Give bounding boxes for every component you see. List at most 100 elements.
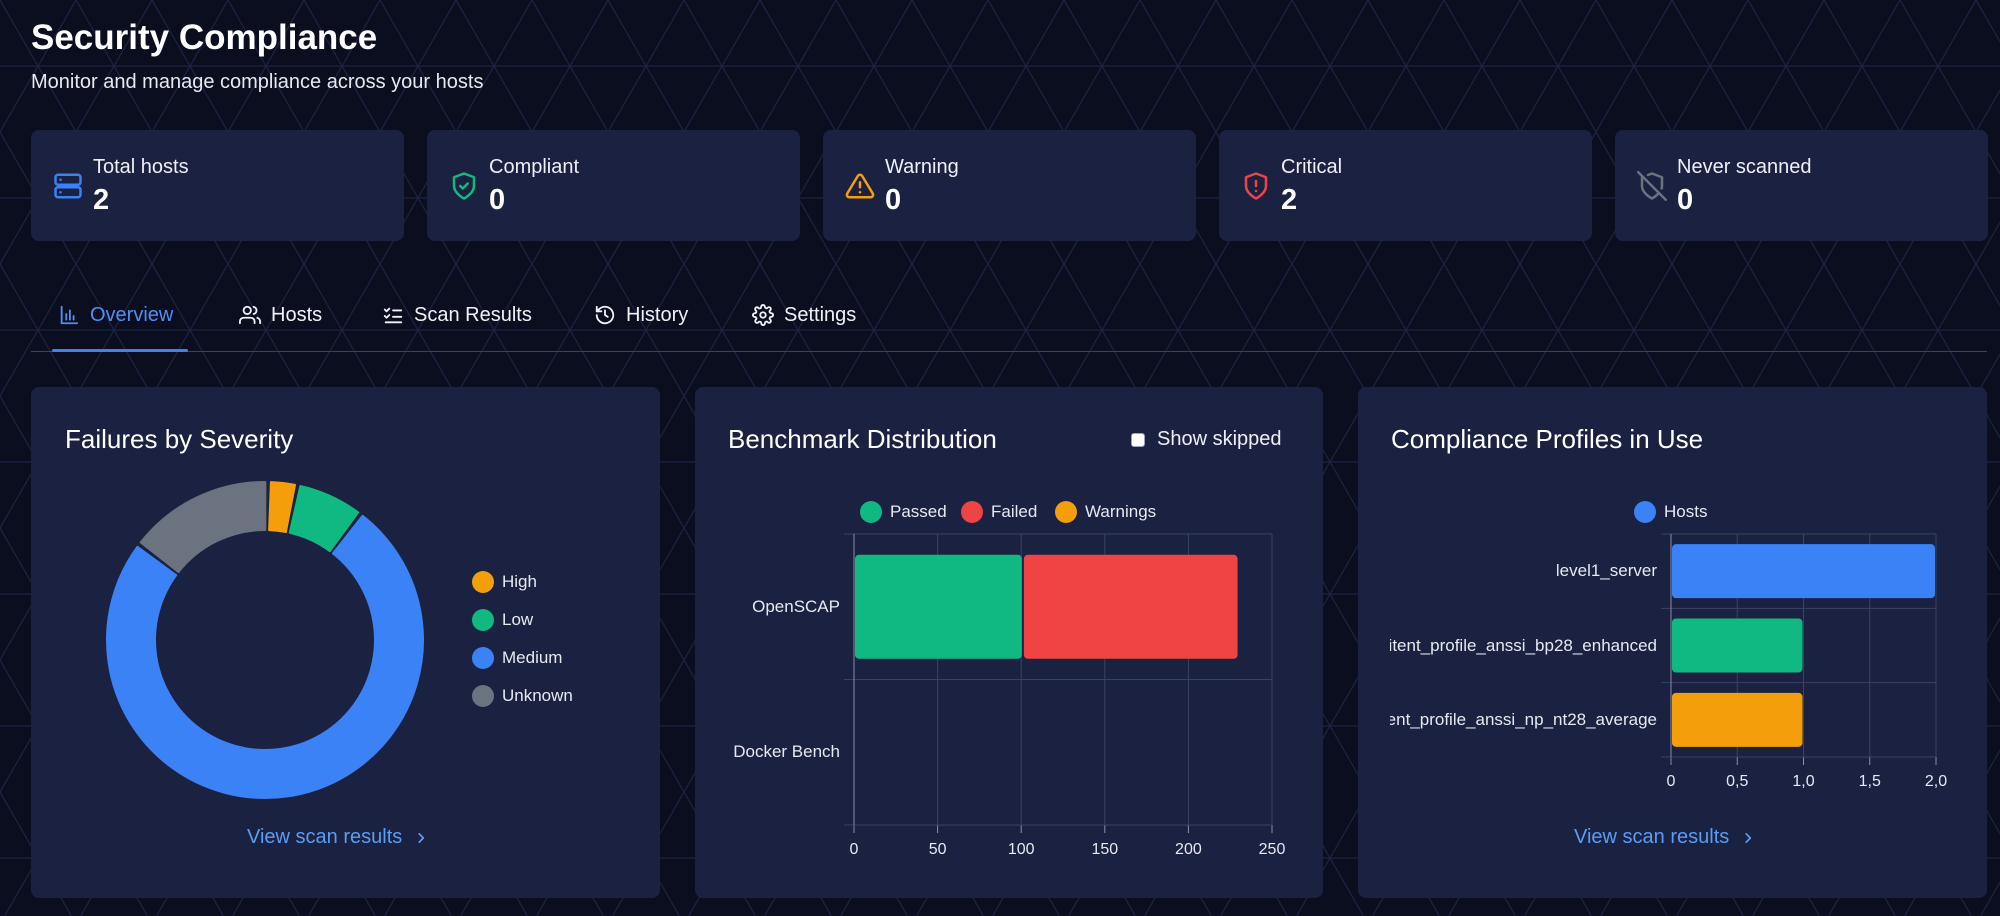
stat-label: Compliant [489, 156, 580, 178]
legend-item-warnings[interactable]: Warnings [1055, 501, 1156, 523]
checklist-icon [383, 307, 403, 324]
x-tick-label: 0,5 [1726, 773, 1749, 790]
legend-item-failed[interactable]: Failed [961, 501, 1037, 523]
stat-value: 0 [1677, 184, 1694, 216]
legend-swatch [961, 501, 983, 523]
tab-overview[interactable]: Overview [58, 297, 173, 333]
legend-item-unknown[interactable]: Unknown [472, 685, 573, 707]
legend-swatch [1634, 501, 1656, 523]
pie-slice-high [268, 481, 296, 533]
x-tick-label: 50 [928, 841, 947, 858]
tab-label: History [626, 303, 689, 326]
stat-label: Total hosts [93, 156, 189, 178]
bar-passed [855, 554, 1022, 659]
tab-active-indicator [52, 349, 188, 352]
stat-label: Critical [1281, 156, 1343, 178]
stat-card-critical[interactable]: Critical 2 [1219, 130, 1592, 241]
tab-history[interactable]: History [594, 297, 688, 333]
stat-card-total-hosts[interactable]: Total hosts 2 [31, 130, 404, 241]
stat-card-never-scanned[interactable]: Never scanned 0 [1615, 130, 1988, 241]
legend-item-passed[interactable]: Passed [860, 501, 947, 523]
y-category-label: Docker Bench [733, 742, 840, 762]
x-tick-label: 0 [1666, 773, 1676, 790]
y-category-label: OpenSCAP [752, 596, 840, 616]
bar-hosts [1672, 544, 1935, 599]
legend-swatch [860, 501, 882, 523]
stat-label: Never scanned [1677, 156, 1812, 178]
tab-scan-results[interactable]: Scan Results [382, 297, 532, 333]
stat-value: 2 [93, 184, 110, 216]
legend-item-low[interactable]: Low [472, 609, 533, 631]
stat-card-warning[interactable]: Warning 0 [823, 130, 1196, 241]
y-category-label: ent_profile_anssi_np_nt28_average [1390, 709, 1657, 729]
legend-label: High [502, 572, 537, 591]
legend-swatch [472, 685, 494, 707]
tabs-divider [31, 351, 1987, 352]
shield-alert-icon [1244, 172, 1268, 200]
tab-label: Scan Results [414, 303, 532, 326]
x-tick-label: 150 [1091, 841, 1119, 858]
y-category-label: level1_server [1555, 561, 1657, 581]
legend-label: Low [502, 610, 534, 629]
legend-label: Failed [991, 502, 1038, 521]
legend-swatch [472, 609, 494, 631]
stat-value: 0 [489, 184, 506, 216]
gear-icon [752, 304, 774, 326]
x-tick-label: 1,5 [1858, 773, 1881, 790]
bar-failed [1023, 554, 1238, 659]
tab-label: Settings [784, 303, 857, 326]
view-scan-results-link-profiles[interactable]: View scan results [1574, 826, 1755, 849]
bar-chart-icon [60, 305, 79, 325]
bar-hosts [1672, 692, 1803, 747]
pie-slice-unknown [139, 480, 267, 574]
warning-triangle-icon [845, 173, 875, 199]
show-skipped-checkbox[interactable] [1131, 432, 1145, 447]
pie-slice-medium [106, 514, 424, 799]
legend-item-medium[interactable]: Medium [472, 647, 562, 669]
legend-swatch [472, 571, 494, 593]
stat-card-compliant[interactable]: Compliant 0 [427, 130, 800, 241]
bar-hosts [1672, 618, 1803, 673]
tab-settings[interactable]: Settings [752, 297, 856, 333]
y-category-label: itent_profile_anssi_bp28_enhanced [1390, 635, 1657, 655]
panel-title-profiles: Compliance Profiles in Use [1391, 424, 1704, 454]
chevron-right-icon [418, 832, 425, 843]
x-tick-label: 2,0 [1924, 773, 1948, 790]
tab-hosts[interactable]: Hosts [239, 297, 322, 333]
legend-label: Unknown [502, 686, 573, 705]
legend-label: Warnings [1085, 502, 1157, 521]
stat-value: 2 [1281, 184, 1298, 216]
history-icon [595, 305, 615, 325]
tab-label: Hosts [271, 303, 323, 326]
shield-check-icon [452, 172, 476, 200]
x-tick-label: 250 [1258, 841, 1286, 858]
panel-title-benchmark: Benchmark Distribution [728, 424, 997, 454]
pie-slice-low [288, 485, 360, 553]
x-tick-label: 1,0 [1792, 773, 1815, 790]
x-tick-label: 100 [1007, 841, 1035, 858]
view-scan-results-link-severity[interactable]: View scan results [247, 826, 428, 849]
link-label: View scan results [1574, 826, 1730, 848]
legend-item-hosts[interactable]: Hosts [1634, 501, 1707, 523]
link-label: View scan results [247, 826, 403, 848]
show-skipped-toggle[interactable]: Show skipped [1131, 428, 1282, 451]
panel-title-severity: Failures by Severity [65, 424, 294, 454]
tab-label: Overview [90, 303, 174, 326]
users-icon [239, 305, 261, 325]
chevron-right-icon [1745, 832, 1752, 843]
page-subtitle: Monitor and manage compliance across you… [31, 71, 484, 93]
x-tick-label: 200 [1175, 841, 1202, 858]
stat-value: 0 [885, 184, 902, 216]
legend-swatch [1055, 501, 1077, 523]
legend-label: Medium [502, 648, 563, 667]
legend-label: Hosts [1664, 502, 1708, 521]
x-tick-label: 0 [849, 841, 859, 858]
shield-off-icon [1637, 171, 1667, 201]
show-skipped-label: Show skipped [1157, 428, 1282, 450]
page-title: Security Compliance [31, 18, 378, 57]
legend-item-high[interactable]: High [472, 571, 537, 593]
legend-label: Passed [890, 502, 947, 521]
server-icon [54, 173, 82, 199]
